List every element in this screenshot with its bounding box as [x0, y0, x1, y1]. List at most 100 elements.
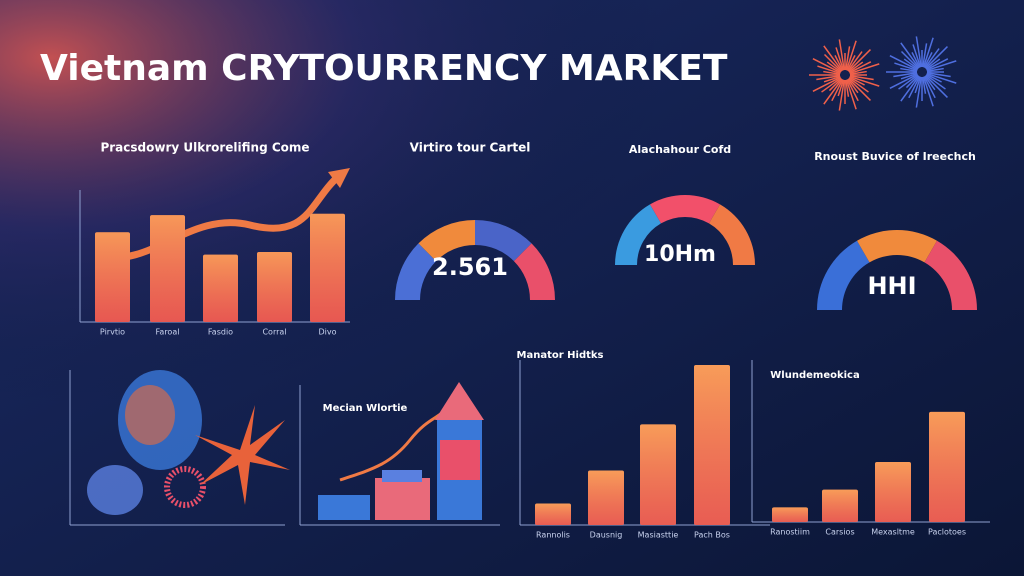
fireworks — [809, 36, 957, 111]
firework-ray — [905, 75, 919, 89]
decorative-scatter — [69, 370, 290, 526]
gauge-segment — [418, 220, 475, 262]
firework-ray — [925, 74, 946, 90]
firework-ray — [846, 55, 856, 71]
firework-ray — [925, 75, 948, 98]
firework-ray — [925, 46, 948, 69]
firework-ray — [926, 72, 951, 78]
firework-ray — [900, 75, 920, 102]
chart-title: Rnoust Buvice of Ireechch — [814, 150, 976, 163]
gauge-center-label: HHI — [867, 272, 916, 300]
trend-arrow — [96, 171, 344, 261]
firework-ray — [846, 79, 859, 102]
firework-ray — [849, 75, 880, 87]
x-tick-label: Pach Bos — [694, 531, 730, 540]
firework-ray — [923, 52, 933, 68]
gauge-center-label: 10Hm — [644, 242, 716, 267]
firework-ray — [925, 58, 941, 70]
x-tick-label: Pirvtio — [100, 328, 125, 337]
gauge-segment — [650, 194, 720, 224]
firework-ray — [848, 49, 871, 72]
bar-shine — [640, 424, 676, 525]
firework-ray — [926, 73, 942, 83]
firework-ray — [900, 67, 918, 72]
firework-ray — [898, 74, 919, 90]
firework-ray — [915, 76, 922, 108]
x-tick-label: Fasdio — [208, 328, 233, 337]
firework-ray — [926, 60, 957, 72]
firework-ray — [826, 61, 842, 73]
firework-ray — [900, 50, 919, 69]
firework-ray — [817, 65, 841, 75]
firework-ray — [849, 70, 867, 75]
gauge-segment — [395, 243, 437, 300]
firework-ray — [845, 40, 857, 71]
firework-ray — [915, 36, 922, 68]
gauge-segment — [513, 243, 555, 300]
firework-ray — [924, 48, 940, 69]
firework-ray — [922, 76, 934, 107]
bar-shine — [310, 213, 345, 322]
x-tick-label: Corral — [262, 328, 286, 337]
firework-ray — [922, 43, 928, 68]
chart-title: Alachahour Cofd — [629, 143, 731, 156]
firework-ray — [849, 75, 874, 81]
firework-ray — [848, 78, 871, 101]
x-tick-label: Mexasltme — [871, 528, 915, 537]
firework-ray — [908, 76, 921, 99]
chart-title: Mecian Wlortie — [323, 403, 408, 414]
bar-shine — [772, 507, 808, 522]
firework-ray — [847, 78, 859, 94]
firework-ray — [849, 63, 880, 75]
firework-ray — [926, 58, 949, 71]
bar-shine — [203, 254, 238, 322]
arrow-head — [328, 168, 350, 188]
bar-shine — [875, 462, 911, 522]
x-tick-label: Masiasttie — [638, 531, 679, 540]
gauge-center-label: 2.561 — [432, 253, 508, 281]
firework-ray — [821, 77, 842, 93]
chart-title: Pracsdowry Ulkrorelifing Come — [100, 141, 309, 155]
bar-shine — [535, 503, 571, 525]
x-tick-label: Rannolis — [536, 531, 570, 540]
chart-title: Manator Hidtks — [517, 350, 604, 361]
firework-ray — [900, 42, 920, 69]
bar-shine — [257, 252, 292, 322]
x-tick-label: Carsios — [825, 528, 854, 537]
x-tick-label: Faroal — [156, 328, 180, 337]
firework-ray — [845, 46, 851, 71]
firework-ray — [923, 76, 936, 99]
firework-ray — [823, 75, 841, 83]
firework-ray — [900, 72, 918, 80]
chart-title: Virtiro tour Cartel — [410, 141, 531, 155]
chart-title: Wlundemeokica — [770, 370, 859, 381]
firework-ray — [912, 44, 922, 68]
firework-ray — [823, 78, 843, 105]
gauge-segment — [817, 240, 870, 310]
firework-ray — [823, 45, 843, 72]
bar-shine — [694, 364, 730, 525]
firework-ray — [831, 79, 844, 102]
gauge-segment — [924, 240, 977, 310]
firework-ray — [849, 61, 872, 74]
page-title: Vietnam CRYTOURRENCY MARKET — [40, 48, 728, 89]
firework-ray — [838, 79, 845, 111]
gauge-segment — [709, 204, 755, 265]
firework-ray — [848, 77, 869, 93]
firework-ray — [848, 61, 864, 73]
firework-ray — [823, 70, 841, 75]
temple-illustration — [299, 382, 500, 526]
firework-ray — [837, 79, 845, 97]
firework-ray — [812, 57, 841, 74]
firework-ray — [922, 37, 934, 68]
firework-ray — [893, 72, 918, 78]
firework-ray — [926, 72, 957, 84]
bar-shine — [588, 470, 624, 525]
firework-ray — [924, 75, 936, 91]
gauge-segment — [615, 204, 661, 265]
firework-ray — [834, 55, 844, 71]
firework-ray — [835, 47, 845, 71]
firework-ray — [845, 79, 857, 110]
firework-ray — [926, 67, 944, 72]
